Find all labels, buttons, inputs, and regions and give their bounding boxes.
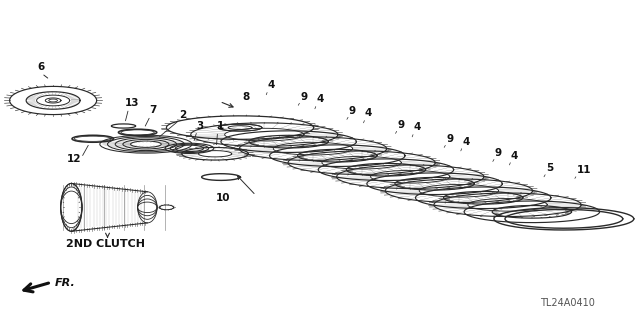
Text: 11: 11: [577, 165, 591, 175]
Text: 4: 4: [316, 94, 324, 104]
Text: 4: 4: [268, 80, 275, 90]
Text: 4: 4: [413, 122, 421, 132]
Text: 9: 9: [300, 92, 307, 101]
Text: 9: 9: [397, 120, 404, 130]
Text: 1: 1: [216, 121, 223, 131]
Text: 4: 4: [511, 151, 518, 160]
Text: 3: 3: [196, 121, 203, 130]
Text: 5: 5: [546, 163, 553, 173]
Text: 8: 8: [242, 92, 249, 101]
Text: 9: 9: [446, 134, 453, 144]
Text: 2: 2: [179, 110, 186, 120]
Text: 12: 12: [67, 154, 82, 164]
Text: 9: 9: [349, 106, 356, 115]
Text: 9: 9: [495, 148, 502, 158]
Text: 6: 6: [37, 62, 44, 72]
Text: 10: 10: [216, 193, 230, 203]
Text: FR.: FR.: [55, 278, 76, 288]
Text: 7: 7: [149, 105, 157, 115]
Text: 2ND CLUTCH: 2ND CLUTCH: [66, 239, 145, 249]
Text: 4: 4: [365, 108, 372, 118]
Text: 13: 13: [125, 98, 140, 108]
Text: TL24A0410: TL24A0410: [540, 298, 595, 308]
Text: 4: 4: [462, 137, 470, 146]
